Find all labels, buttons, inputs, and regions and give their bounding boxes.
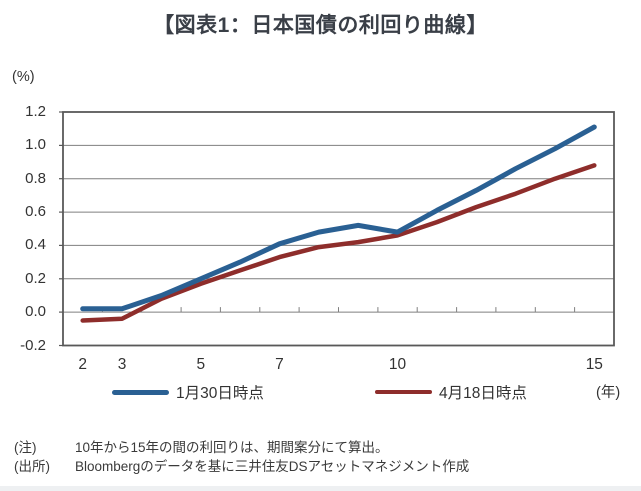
chart-title: 【図表1：日本国債の利回り曲線】	[153, 14, 488, 37]
x-axis-tick-label: 7	[275, 356, 284, 373]
y-axis-tick-label: 1.2	[25, 103, 46, 120]
x-axis-tick-label: 3	[117, 356, 127, 373]
y-axis-tick-label: 0.0	[25, 303, 46, 321]
legend-label-apr18: 4月18日時点	[439, 385, 527, 402]
y-axis-unit-label: (%)	[12, 69, 35, 85]
y-axis-tick-label: 0.2	[25, 269, 46, 287]
x-axis-tick-label: 2	[78, 356, 87, 373]
legend-label-jan30: 1月30日時点	[176, 385, 264, 402]
source-row: (出所) Bloombergのデータを基に三井住友DSアセットマネジメント作成	[14, 457, 629, 476]
note-label: (注)	[14, 440, 37, 455]
notes-section: (注) 10年から15年の間の利回りは、期間案分にて算出。 (出所) Bloom…	[14, 438, 629, 476]
y-axis-tick-label: -0.2	[20, 336, 46, 354]
y-axis-tick-label: 0.6	[25, 203, 46, 221]
y-axis-tick-label: 0.8	[25, 169, 46, 187]
y-axis-tick-label: 1.0	[25, 136, 46, 154]
source-label: (出所)	[14, 459, 50, 474]
bottom-divider	[0, 486, 641, 491]
y-axis-tick-label: 0.4	[25, 236, 46, 254]
legend-item-apr18: 4月18日時点	[375, 383, 527, 402]
x-axis-tick-label: 5	[196, 356, 206, 373]
note-row: (注) 10年から15年の間の利回りは、期間案分にて算出。	[14, 438, 629, 457]
legend-item-jan30: 1月30日時点	[112, 383, 264, 402]
note-text: 10年から15年の間の利回りは、期間案分にて算出。	[75, 440, 389, 455]
x-axis-tick-label: 15	[585, 356, 603, 373]
apr18-line-swatch-icon	[375, 390, 432, 394]
jan30-line-swatch-icon	[112, 389, 169, 395]
source-text: Bloombergのデータを基に三井住友DSアセットマネジメント作成	[75, 459, 470, 474]
x-axis-tick-label: 10	[388, 356, 407, 373]
x-axis-unit-label: (年)	[596, 385, 621, 401]
